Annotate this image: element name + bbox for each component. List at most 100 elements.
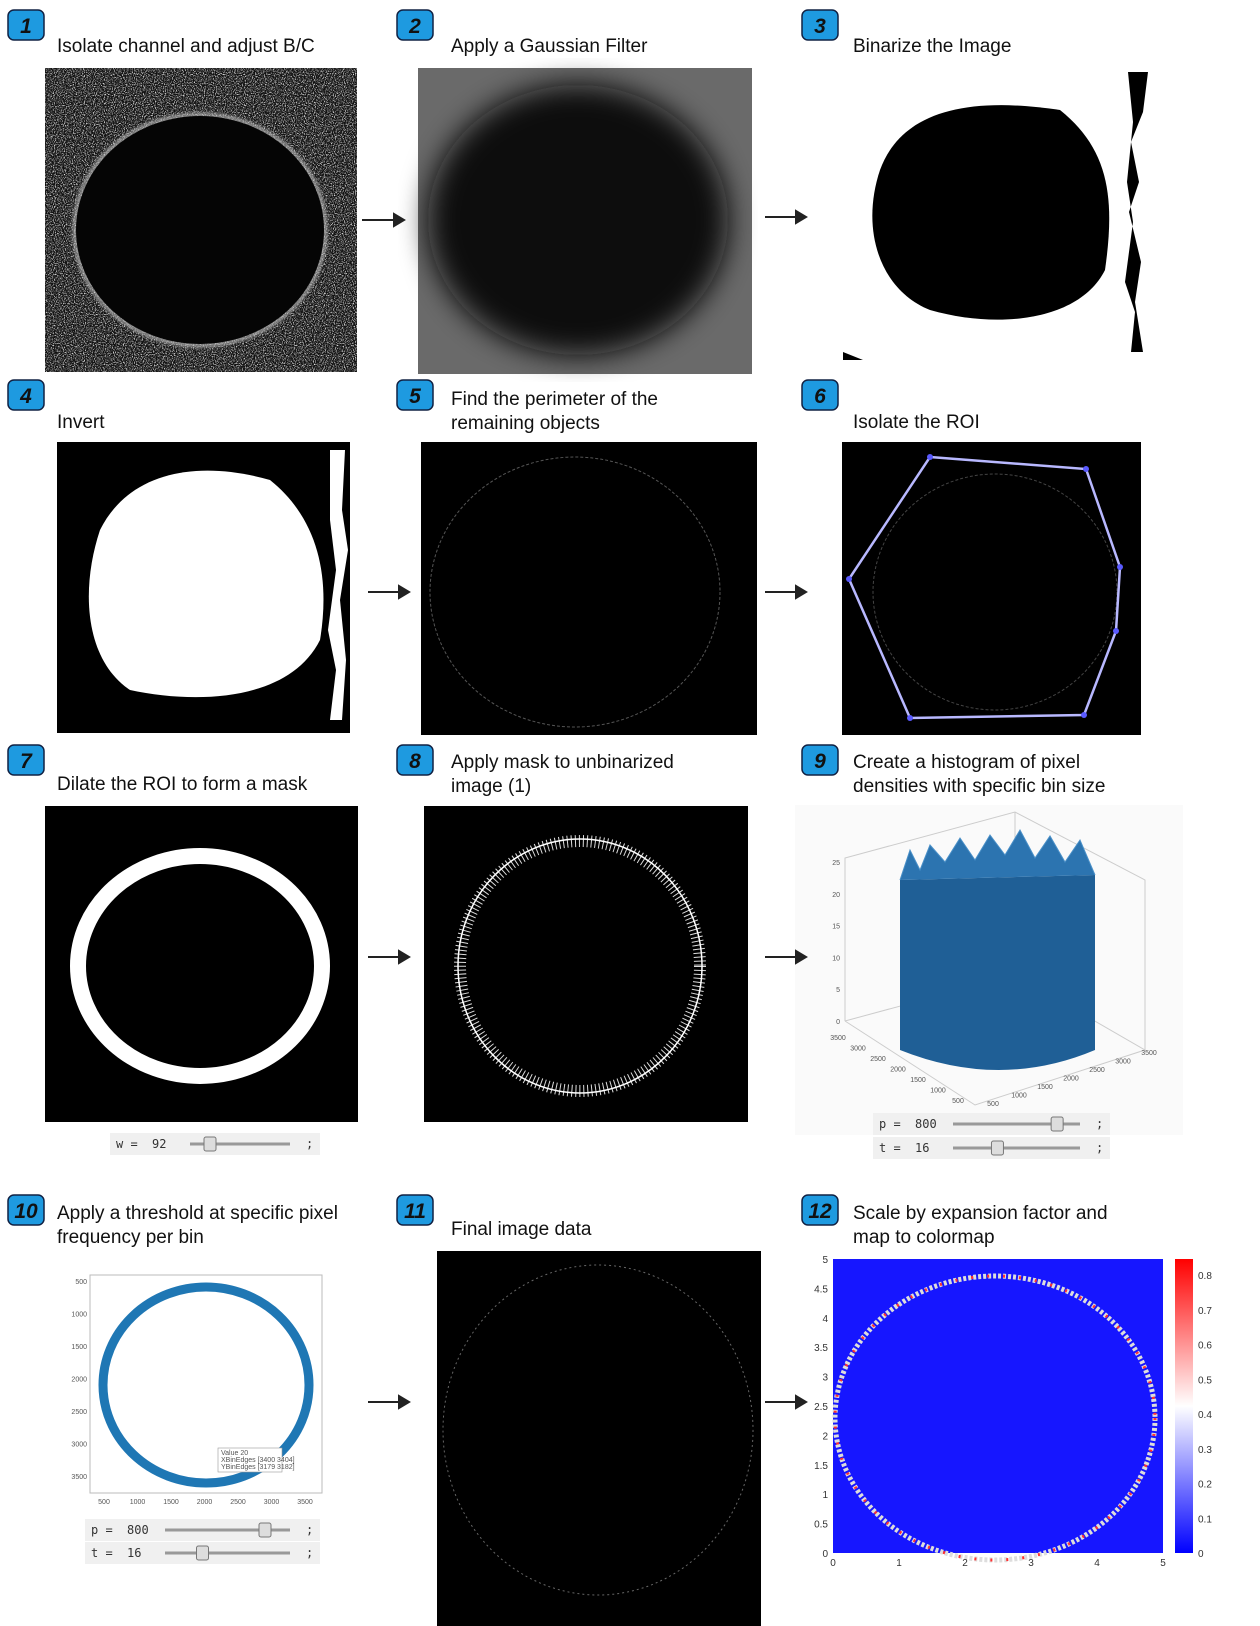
slider-thumb — [991, 1141, 1003, 1155]
tooltip-line: XBinEdges [3400 3404] — [221, 1457, 295, 1464]
slider-thumb — [204, 1137, 216, 1151]
y-tick-label: 2000 — [71, 1377, 87, 1384]
y-tick-label: 1.5 — [814, 1461, 828, 1472]
slider-end: ; — [306, 1137, 313, 1151]
step-title: densities with specific bin size — [853, 776, 1105, 797]
y-tick-label: 3500 — [71, 1474, 87, 1481]
step-badge: 3 — [802, 10, 838, 40]
step-title: Invert — [57, 412, 105, 433]
badge-number: 1 — [20, 15, 32, 38]
z-tick-label: 5 — [836, 987, 840, 994]
step-title: Final image data — [451, 1219, 592, 1240]
x-tick-label: 4 — [1094, 1558, 1100, 1569]
y-tick-label: 500 — [987, 1101, 999, 1108]
image-1 — [45, 68, 357, 372]
colorbar-tick-label: 0 — [1198, 1549, 1204, 1560]
z-tick-label: 15 — [832, 924, 840, 931]
step-title: image (1) — [451, 776, 531, 797]
step-title: map to colormap — [853, 1227, 995, 1248]
step-badge: 9 — [802, 745, 838, 775]
colorbar-tick-label: 0.2 — [1198, 1480, 1212, 1491]
slider-label: t = — [879, 1141, 901, 1155]
badge-number: 3 — [814, 15, 826, 38]
badge-number: 4 — [19, 385, 32, 408]
slider-label: p = — [91, 1523, 113, 1537]
y-tick-label: 2500 — [1089, 1067, 1105, 1074]
x-tick-label: 3000 — [264, 1499, 280, 1506]
y-tick-label: 3000 — [1115, 1059, 1131, 1066]
slider-label: p = — [879, 1117, 901, 1131]
colorbar-tick-label: 0.3 — [1198, 1445, 1212, 1456]
step-title: Dilate the ROI to form a mask — [57, 774, 308, 795]
slider-end: ; — [306, 1546, 313, 1560]
step-title: Create a histogram of pixel — [853, 752, 1080, 773]
x-tick-label: 1 — [896, 1558, 902, 1569]
colorbar-tick-label: 0.5 — [1198, 1375, 1212, 1386]
x-tick-label: 500 — [98, 1499, 110, 1506]
x-tick-label: 2000 — [197, 1499, 213, 1506]
image-6 — [842, 442, 1141, 735]
step-badge: 7 — [8, 745, 44, 775]
step-title: Apply a threshold at specific pixel — [57, 1203, 338, 1224]
y-tick-label: 3 — [822, 1373, 828, 1384]
step-badge: 12 — [802, 1195, 838, 1225]
x-tick-label: 3 — [1028, 1558, 1034, 1569]
step-badge: 10 — [8, 1195, 44, 1225]
y-tick-label: 3000 — [71, 1442, 87, 1449]
image-7 — [45, 806, 358, 1122]
z-tick-label: 0 — [836, 1019, 840, 1026]
badge-number: 11 — [404, 1200, 426, 1223]
y-tick-label: 1 — [822, 1490, 828, 1501]
y-tick-label: 4.5 — [814, 1284, 828, 1295]
slider-value: 16 — [915, 1141, 929, 1155]
step-title: Scale by expansion factor and — [853, 1203, 1108, 1224]
slider-label: w = — [116, 1137, 138, 1151]
z-tick-label: 20 — [832, 892, 840, 899]
y-tick-label: 1000 — [1011, 1093, 1027, 1100]
step-badge: 2 — [397, 10, 433, 40]
x-tick-label: 2 — [962, 1558, 968, 1569]
badge-number: 9 — [814, 750, 826, 773]
x-tick-label: 500 — [952, 1098, 964, 1105]
x-tick-label: 2500 — [870, 1056, 886, 1063]
colorbar-tick-label: 0.4 — [1198, 1410, 1212, 1421]
y-tick-label: 1000 — [71, 1312, 87, 1319]
slider-value: 800 — [127, 1523, 149, 1537]
step-badge: 8 — [397, 745, 433, 775]
step-title: Binarize the Image — [853, 36, 1011, 57]
y-tick-label: 500 — [75, 1279, 87, 1286]
y-tick-label: 2 — [822, 1431, 828, 1442]
step-title: Isolate the ROI — [853, 412, 980, 433]
y-tick-label: 1500 — [1037, 1084, 1053, 1091]
step-title: remaining objects — [451, 413, 600, 434]
slider-value: 800 — [915, 1117, 937, 1131]
x-tick-label: 2000 — [890, 1067, 906, 1074]
colorbar-tick-label: 0.6 — [1198, 1341, 1212, 1352]
slider-end: ; — [306, 1523, 313, 1537]
slider-value: 92 — [152, 1137, 166, 1151]
colormap-plot — [833, 1259, 1193, 1560]
x-tick-label: 3500 — [830, 1035, 846, 1042]
slider-value: 16 — [127, 1546, 141, 1560]
histogram-3d — [795, 805, 1183, 1135]
x-tick-label: 5 — [1160, 1558, 1166, 1569]
step-badge: 6 — [802, 380, 838, 410]
colorbar-tick-label: 0.1 — [1198, 1514, 1212, 1525]
z-tick-label: 10 — [832, 955, 840, 962]
step-title: Find the perimeter of the — [451, 389, 658, 410]
step-badge: 4 — [8, 380, 44, 410]
step-title: frequency per bin — [57, 1227, 204, 1248]
image-5 — [421, 442, 757, 735]
x-tick-label: 3500 — [297, 1499, 313, 1506]
x-tick-label: 3000 — [850, 1046, 866, 1053]
colorbar-tick-label: 0.7 — [1198, 1306, 1212, 1317]
y-tick-label: 3500 — [1141, 1050, 1157, 1057]
badge-number: 5 — [409, 385, 421, 408]
badge-number: 12 — [808, 1200, 832, 1223]
y-tick-label: 5 — [822, 1255, 828, 1266]
image-4 — [57, 442, 350, 733]
slider-end: ; — [1096, 1141, 1103, 1155]
image-8 — [424, 806, 748, 1122]
badge-number: 8 — [409, 750, 421, 773]
y-tick-label: 2.5 — [814, 1402, 828, 1413]
